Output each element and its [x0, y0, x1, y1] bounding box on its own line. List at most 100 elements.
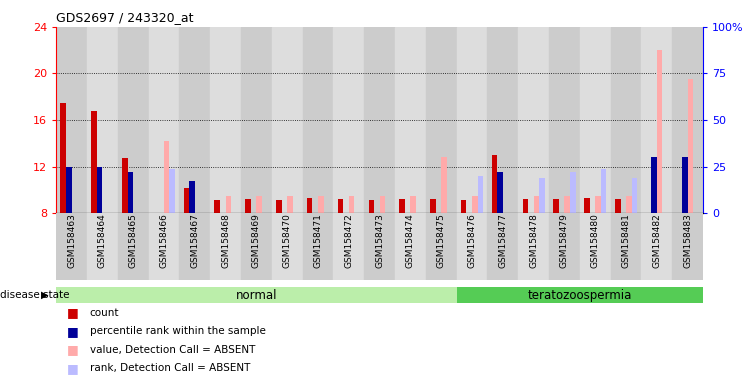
Bar	[117, 213, 149, 280]
Bar	[87, 27, 117, 213]
Bar	[472, 196, 477, 213]
Text: GSM158474: GSM158474	[406, 213, 415, 268]
Bar	[245, 199, 251, 213]
Bar	[584, 198, 589, 213]
Bar	[364, 27, 395, 213]
Bar	[518, 213, 549, 280]
Bar	[379, 196, 385, 213]
Bar	[149, 213, 180, 280]
Bar	[549, 213, 580, 280]
Bar	[580, 213, 610, 280]
Bar	[523, 199, 528, 213]
Bar	[565, 196, 570, 213]
Text: GSM158472: GSM158472	[344, 213, 353, 268]
Bar	[488, 213, 518, 280]
Bar	[122, 159, 128, 213]
Text: GSM158464: GSM158464	[98, 213, 107, 268]
Bar	[364, 213, 395, 280]
Bar	[117, 27, 149, 213]
Bar	[170, 169, 175, 213]
Bar	[287, 196, 292, 213]
Bar	[580, 27, 610, 213]
Text: GSM158466: GSM158466	[159, 213, 168, 268]
Bar	[497, 172, 503, 213]
Text: value, Detection Call = ABSENT: value, Detection Call = ABSENT	[90, 345, 255, 355]
Bar	[96, 167, 102, 213]
Bar	[180, 213, 210, 280]
Bar	[411, 196, 416, 213]
Text: GSM158468: GSM158468	[221, 213, 230, 268]
Bar	[61, 103, 66, 213]
Text: GSM158482: GSM158482	[652, 213, 661, 268]
Bar	[456, 213, 488, 280]
Bar	[272, 213, 303, 280]
Text: GSM158471: GSM158471	[313, 213, 322, 268]
Bar	[426, 27, 456, 213]
Bar	[349, 196, 355, 213]
Text: GSM158463: GSM158463	[67, 213, 76, 268]
Text: GSM158469: GSM158469	[252, 213, 261, 268]
Bar	[369, 200, 374, 213]
Bar	[257, 196, 262, 213]
Bar	[56, 213, 87, 280]
Bar	[180, 27, 210, 213]
Text: ▶: ▶	[41, 290, 49, 300]
Bar	[642, 213, 672, 280]
Bar	[210, 213, 241, 280]
Bar	[491, 155, 497, 213]
Bar	[215, 200, 220, 213]
Text: GSM158481: GSM158481	[622, 213, 631, 268]
Bar	[318, 196, 324, 213]
Bar	[56, 27, 87, 213]
Bar	[441, 157, 447, 213]
Bar	[652, 157, 657, 213]
Bar	[456, 27, 488, 213]
Bar	[426, 213, 456, 280]
Bar	[241, 27, 272, 213]
Bar	[456, 287, 703, 303]
Text: disease state: disease state	[0, 290, 70, 300]
Bar	[477, 176, 483, 213]
Text: GSM158480: GSM158480	[591, 213, 600, 268]
Bar	[687, 79, 693, 213]
Text: GSM158477: GSM158477	[498, 213, 507, 268]
Bar	[334, 27, 364, 213]
Text: GSM158483: GSM158483	[683, 213, 692, 268]
Bar	[672, 27, 703, 213]
Text: GDS2697 / 243320_at: GDS2697 / 243320_at	[56, 12, 194, 25]
Bar	[66, 167, 72, 213]
Bar	[642, 27, 672, 213]
Bar	[91, 111, 96, 213]
Text: count: count	[90, 308, 119, 318]
Bar	[87, 213, 117, 280]
Bar	[657, 50, 663, 213]
Text: percentile rank within the sample: percentile rank within the sample	[90, 326, 266, 336]
Text: GSM158473: GSM158473	[375, 213, 384, 268]
Text: teratozoospermia: teratozoospermia	[527, 289, 632, 301]
Bar	[430, 199, 435, 213]
Text: GSM158479: GSM158479	[560, 213, 569, 268]
Bar	[241, 213, 272, 280]
Bar	[610, 213, 642, 280]
Bar	[610, 27, 642, 213]
Text: GSM158478: GSM158478	[529, 213, 538, 268]
Bar	[149, 27, 180, 213]
Bar	[615, 199, 621, 213]
Bar	[128, 172, 133, 213]
Bar	[533, 196, 539, 213]
Text: ■: ■	[67, 306, 79, 319]
Bar	[488, 27, 518, 213]
Bar	[554, 199, 559, 213]
Bar	[210, 27, 241, 213]
Bar	[334, 213, 364, 280]
Text: rank, Detection Call = ABSENT: rank, Detection Call = ABSENT	[90, 363, 250, 373]
Bar	[626, 196, 631, 213]
Bar	[303, 27, 334, 213]
Text: GSM158475: GSM158475	[437, 213, 446, 268]
Bar	[570, 172, 575, 213]
Text: ■: ■	[67, 362, 79, 375]
Text: GSM158470: GSM158470	[283, 213, 292, 268]
Bar	[189, 180, 194, 213]
Bar	[276, 200, 282, 213]
Bar	[307, 198, 313, 213]
